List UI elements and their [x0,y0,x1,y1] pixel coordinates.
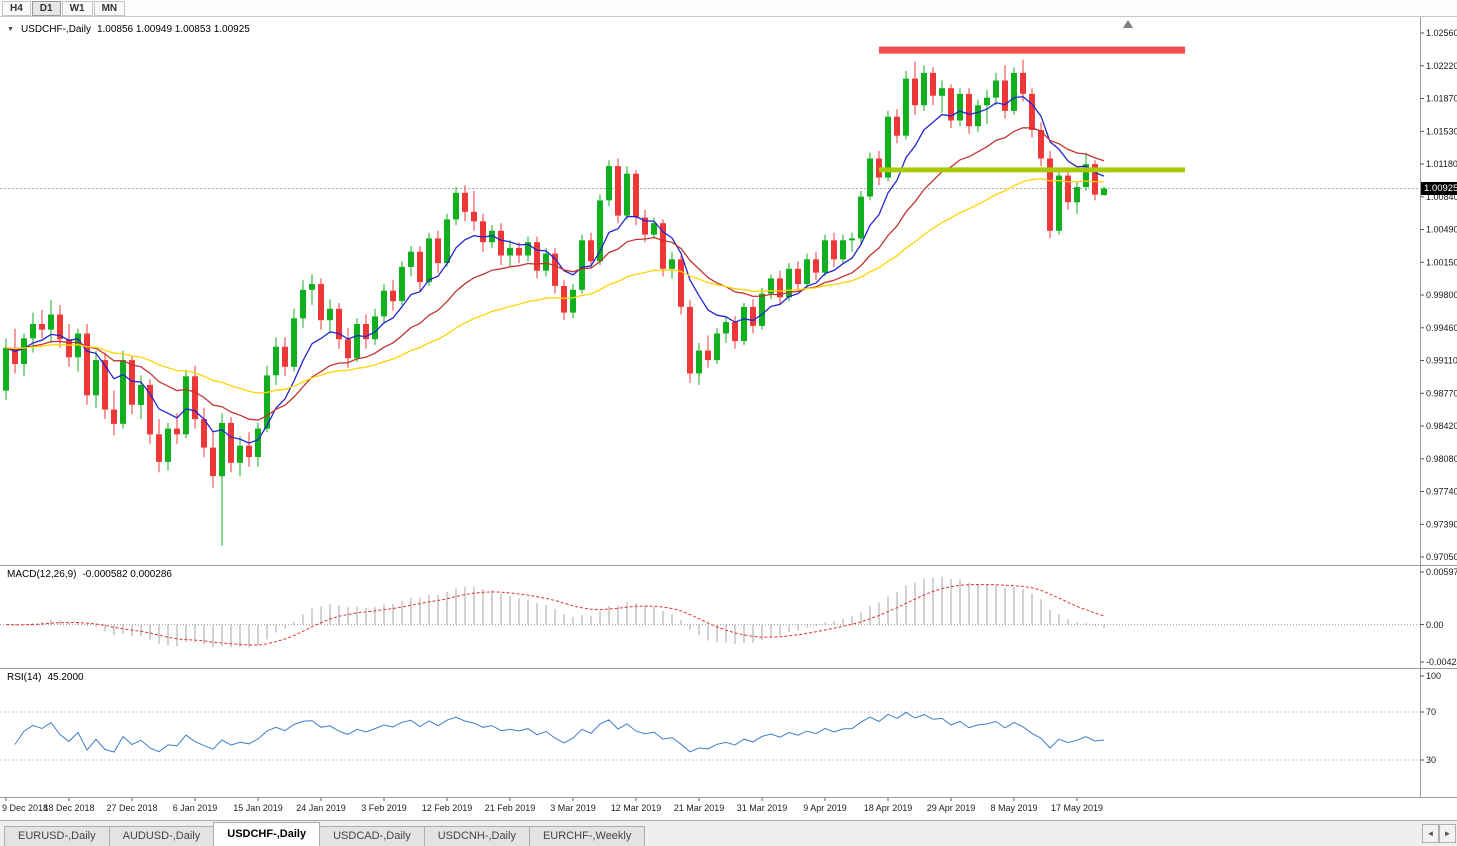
svg-text:0.97050: 0.97050 [1426,552,1457,562]
svg-text:12 Feb 2019: 12 Feb 2019 [422,803,473,813]
chart-tab-usdcnh-daily[interactable]: USDCNH-,Daily [423,826,530,846]
svg-text:0.00597: 0.00597 [1426,567,1457,577]
price-axis: 1.02560 1.02220 1.01870 1.01530 1.01180 1.008… [1420,28,1457,562]
svg-text:6 Jan 2019: 6 Jan 2019 [173,803,218,813]
scroll-right-icon[interactable]: ► [1439,824,1456,843]
chart-tab-eurusd-daily[interactable]: EURUSD-,Daily [4,826,110,846]
svg-text:0.98080: 0.98080 [1426,454,1457,464]
main-pane-title: ▼ USDCHF-,Daily 1.00856 1.00949 1.00853 … [7,24,250,35]
svg-text:24 Jan 2019: 24 Jan 2019 [296,803,346,813]
tabbar-scrollbar: ◄ ► [1422,824,1456,843]
svg-text:1.00490: 1.00490 [1426,225,1457,235]
svg-text:1.02220: 1.02220 [1426,61,1457,71]
svg-text:17 May 2019: 17 May 2019 [1051,803,1103,813]
chart-tabbar: EURUSD-,Daily AUDUSD-,Daily USDCHF-,Daily U… [0,820,1457,846]
svg-text:-0.00424: -0.00424 [1426,657,1457,667]
macd-axis: 0.00597 0.00 -0.00424 [1420,567,1457,667]
svg-text:0.98420: 0.98420 [1426,421,1457,431]
chart-tab-usdcad-daily[interactable]: USDCAD-,Daily [319,826,425,846]
svg-text:0.99460: 0.99460 [1426,323,1457,333]
svg-text:3 Mar 2019: 3 Mar 2019 [550,803,596,813]
chart-shift-marker-icon[interactable] [1123,20,1133,28]
svg-text:0.99110: 0.99110 [1426,356,1457,366]
svg-text:18 Dec 2018: 18 Dec 2018 [43,803,94,813]
moving-average-45 [5,177,1105,394]
svg-text:0.97740: 0.97740 [1426,487,1457,497]
timeframe-button-w1[interactable]: W1 [61,0,93,16]
macd-indicator-label: MACD(12,26,9) [7,569,77,580]
chart-tab-audusd-daily[interactable]: AUDUSD-,Daily [108,826,215,846]
chart-symbol-title: USDCHF-,Daily [20,24,91,35]
svg-text:0.99800: 0.99800 [1426,290,1457,300]
rsi-indicator-value: 45.2000 [47,672,84,683]
scroll-left-icon[interactable]: ◄ [1422,824,1439,843]
rsi-axis: 100 70 30 [1420,671,1441,765]
svg-text:8 May 2019: 8 May 2019 [990,803,1037,813]
svg-text:31 Mar 2019: 31 Mar 2019 [737,803,788,813]
svg-text:9 Apr 2019: 9 Apr 2019 [803,803,847,813]
svg-text:29 Apr 2019: 29 Apr 2019 [927,803,976,813]
svg-text:18 Apr 2019: 18 Apr 2019 [864,803,913,813]
svg-text:21 Feb 2019: 21 Feb 2019 [485,803,536,813]
svg-text:70: 70 [1426,707,1436,717]
macd-histogram [14,576,1105,648]
svg-text:9 Dec 2018: 9 Dec 2018 [2,803,48,813]
current-price-badge: 1.00925 [1421,182,1457,195]
svg-text:0.97390: 0.97390 [1426,520,1457,530]
macd-pane-title: MACD(12,26,9) -0.000582 0.000286 [7,569,172,580]
rsi-indicator-label: RSI(14) [7,672,42,683]
timeframe-button-h4[interactable]: H4 [2,0,31,16]
candles [3,59,1107,546]
svg-text:1.00150: 1.00150 [1426,257,1457,267]
svg-text:100: 100 [1426,671,1441,681]
svg-text:0.00: 0.00 [1426,620,1444,630]
svg-text:12 Mar 2019: 12 Mar 2019 [611,803,662,813]
moving-average-8 [5,96,1105,444]
svg-text:1.01180: 1.01180 [1426,159,1457,169]
svg-text:0.98770: 0.98770 [1426,388,1457,398]
rsi-line [14,711,1105,753]
svg-text:1.01870: 1.01870 [1426,94,1457,104]
chart-tab-eurchf-weekly[interactable]: EURCHF-,Weekly [528,826,646,846]
moving-average-20 [5,127,1105,421]
rsi-levels [0,711,1421,761]
svg-text:1.00840: 1.00840 [1426,192,1457,202]
macd-indicator-values: -0.000582 0.000286 [82,569,172,580]
chart-ohlc-values: 1.00856 1.00949 1.00853 1.00925 [96,24,250,35]
symbol-dropdown-icon[interactable]: ▼ [7,26,14,33]
svg-text:1.02560: 1.02560 [1426,28,1457,38]
timeframe-button-mn[interactable]: MN [93,0,126,16]
svg-text:15 Jan 2019: 15 Jan 2019 [233,803,283,813]
svg-text:30: 30 [1426,755,1436,765]
timeframe-button-d1[interactable]: D1 [31,0,61,16]
chart-tab-usdchf-daily[interactable]: USDCHF-,Daily [213,822,321,846]
timeframe-toolbar: H4 D1 W1 MN [0,0,1457,17]
svg-text:27 Dec 2018: 27 Dec 2018 [106,803,157,813]
svg-text:3 Feb 2019: 3 Feb 2019 [361,803,407,813]
svg-text:1.01530: 1.01530 [1426,126,1457,136]
rsi-pane-title: RSI(14) 45.2000 [7,672,84,683]
svg-text:21 Mar 2019: 21 Mar 2019 [674,803,725,813]
